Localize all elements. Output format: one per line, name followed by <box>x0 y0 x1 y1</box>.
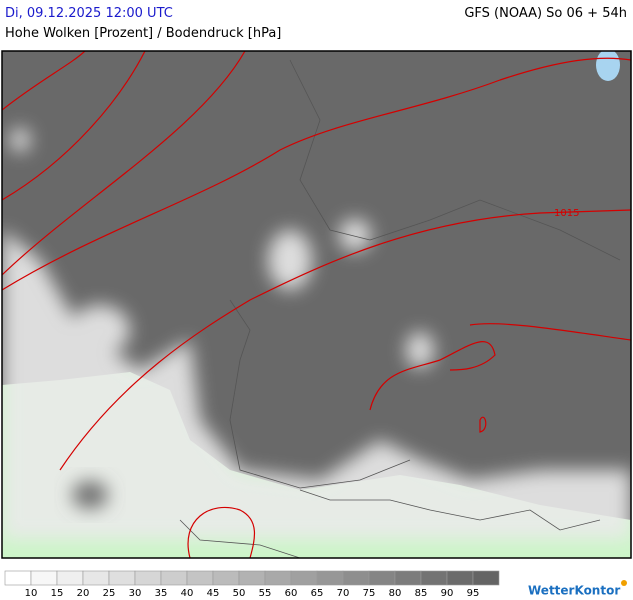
legend-label: 95 <box>467 588 480 599</box>
date: Di, 09.12.2025 12:00 UTC <box>5 6 173 21</box>
model-run: GFS (NOAA) So 06 + 54h <box>464 6 627 21</box>
legend-swatch <box>472 570 500 586</box>
legend-swatch <box>82 570 110 586</box>
legend-swatch <box>56 570 84 586</box>
legend-swatch <box>368 570 396 586</box>
legend-swatch <box>316 570 344 586</box>
logo: WetterKontor <box>528 584 620 598</box>
legend-label: 75 <box>363 588 376 599</box>
legend-swatch <box>4 570 32 586</box>
legend-swatch <box>290 570 318 586</box>
legend-swatch <box>264 570 292 586</box>
logo-mark <box>621 580 627 586</box>
legend-swatch <box>394 570 422 586</box>
legend-swatch <box>342 570 370 586</box>
isobar-label: 1015 <box>554 208 579 219</box>
legend-swatch <box>134 570 162 586</box>
legend-swatch <box>238 570 266 586</box>
legend-label: 65 <box>311 588 324 599</box>
map-title: Hohe Wolken [Prozent] / Bodendruck [hPa] <box>5 26 282 41</box>
map-frame <box>1 50 632 559</box>
legend-swatch <box>446 570 474 586</box>
legend-label: 30 <box>129 588 142 599</box>
legend-label: 45 <box>207 588 220 599</box>
legend: 10 15 20 25 30 35 40 45 50 55 60 65 70 75 80 85 90 95 <box>4 570 500 599</box>
legend-label: 20 <box>77 588 90 599</box>
map-area: 1015 <box>2 51 631 558</box>
legend-label: 40 <box>181 588 194 599</box>
legend-label: 10 <box>25 588 38 599</box>
isobars <box>2 51 631 558</box>
legend-swatch <box>30 570 58 586</box>
legend-swatch <box>186 570 214 586</box>
legend-label: 90 <box>441 588 454 599</box>
legend-label: 35 <box>155 588 168 599</box>
legend-swatch <box>420 570 448 586</box>
legend-label: 60 <box>285 588 298 599</box>
legend-label: 85 <box>415 588 428 599</box>
legend-label: 70 <box>337 588 350 599</box>
legend-swatch <box>212 570 240 586</box>
legend-label: 50 <box>233 588 246 599</box>
legend-swatch <box>108 570 136 586</box>
legend-swatch <box>160 570 188 586</box>
legend-label: 25 <box>103 588 116 599</box>
legend-label: 80 <box>389 588 402 599</box>
legend-label: 55 <box>259 588 272 599</box>
legend-label: 15 <box>51 588 64 599</box>
